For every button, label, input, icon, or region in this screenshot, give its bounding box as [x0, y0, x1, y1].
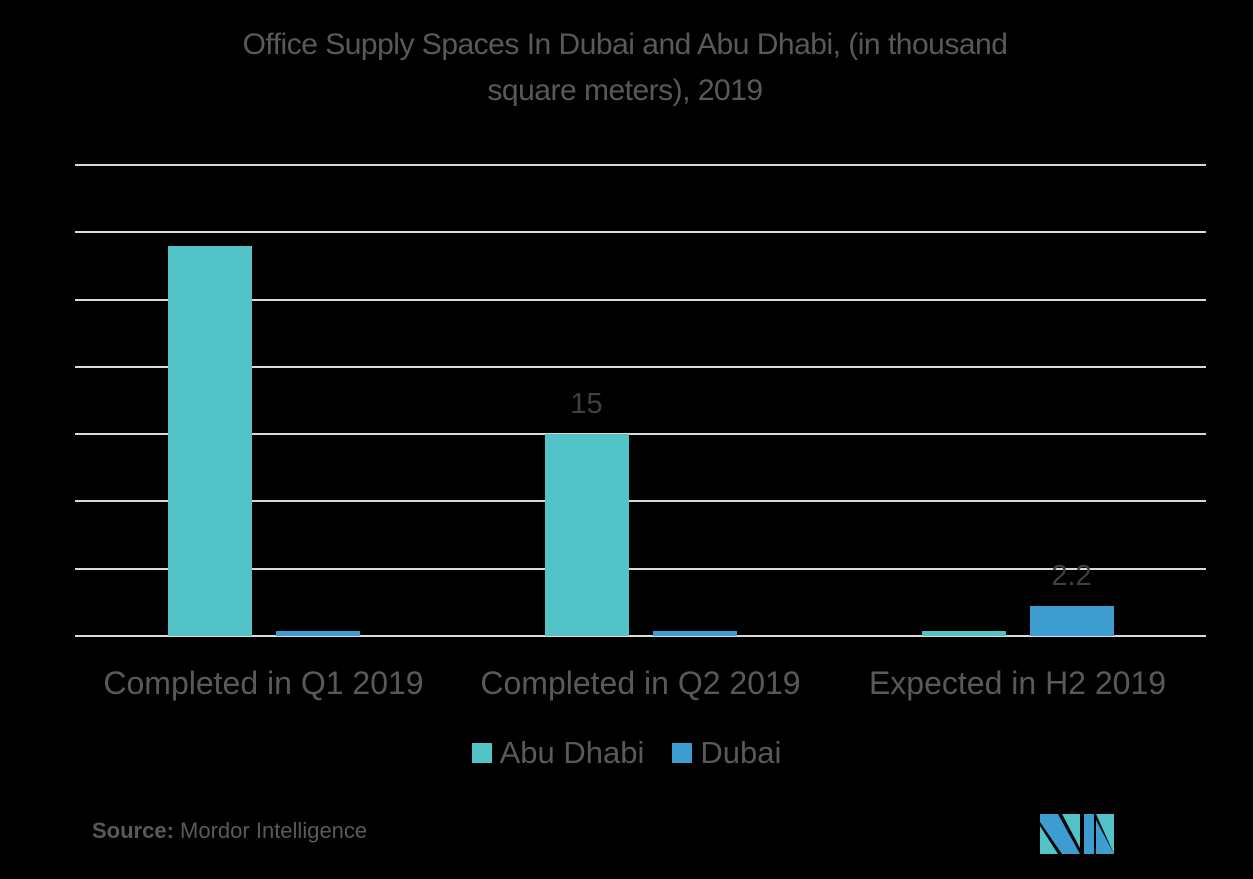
source-label: Source: [92, 818, 174, 843]
legend-swatch-icon [471, 743, 492, 763]
legend-item-dubai: Dubai [672, 735, 781, 771]
bar-abu-dhabi-1 [167, 245, 252, 636]
bar-dubai-2 [652, 630, 737, 636]
data-label: 15 [570, 388, 603, 421]
gridline [75, 164, 1206, 166]
legend-swatch-icon [672, 743, 693, 763]
gridline [75, 500, 1206, 503]
gridline [75, 298, 1206, 301]
source-value: Mordor Intelligence [180, 818, 368, 843]
x-axis-label: Expected in H2 2019 [868, 665, 1167, 701]
plot-area: 15 2.2 [75, 164, 1206, 637]
legend-label: Abu Dhabi [499, 735, 645, 770]
mordor-intelligence-logo-icon [1040, 814, 1114, 854]
x-axis-label: Completed in Q2 2019 [480, 665, 801, 701]
chart-title-line-2: square meters), 2019 [487, 74, 763, 107]
gridline [75, 231, 1206, 234]
legend-item-abu-dhabi: Abu Dhabi [471, 735, 645, 771]
gridline [75, 365, 1206, 368]
legend: Abu Dhabi Dubai [0, 735, 1253, 771]
gridline [75, 567, 1206, 570]
x-axis-label: Completed in Q1 2019 [103, 665, 424, 701]
chart-title: Office Supply Spaces In Dubai and Abu Dh… [120, 22, 1130, 114]
bar-abu-dhabi-3 [921, 630, 1006, 636]
data-label: 2.2 [1051, 560, 1092, 593]
bar-dubai-1 [275, 630, 360, 636]
bar-abu-dhabi-2 [544, 434, 629, 636]
gridline [75, 635, 1206, 637]
bar-dubai-3 [1029, 606, 1114, 636]
gridline [75, 433, 1206, 436]
source-note: Source: Mordor Intelligence [92, 818, 367, 844]
chart-title-line-1: Office Supply Spaces In Dubai and Abu Dh… [242, 28, 1008, 61]
legend-label: Dubai [700, 735, 782, 770]
